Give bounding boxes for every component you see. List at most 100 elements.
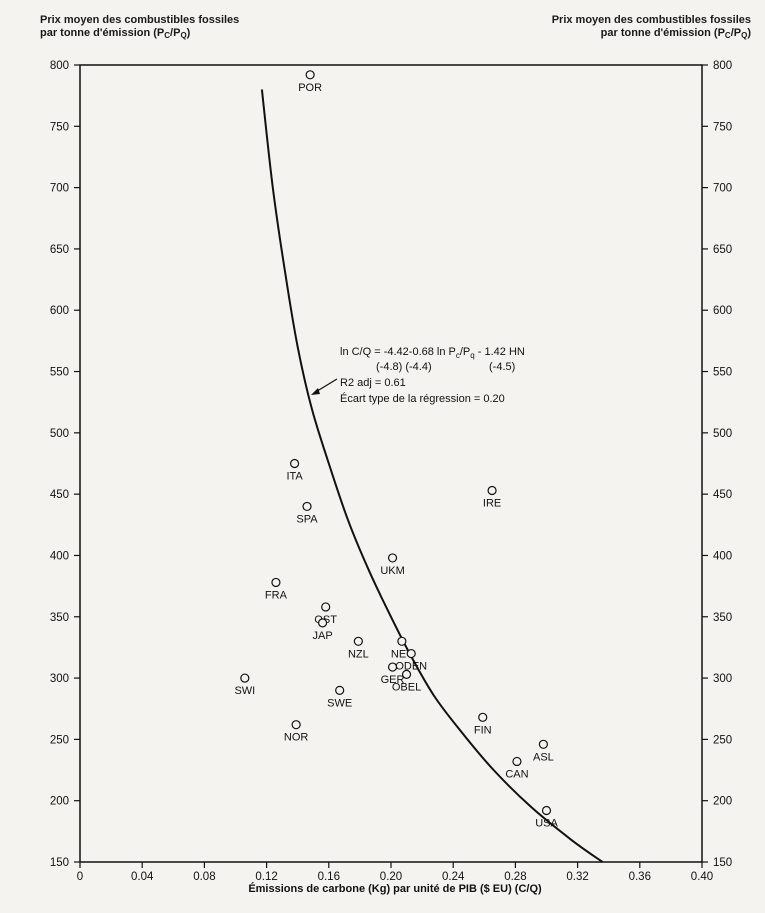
point-label: UKM bbox=[380, 565, 404, 577]
x-tick-label: 0.40 bbox=[691, 871, 713, 883]
y-tick-label-right: 150 bbox=[713, 857, 732, 869]
regression-annotation: ln C/Q = -4.42-0.68 ln Pc/Pq - 1.42 HN (… bbox=[311, 346, 525, 405]
y-tick-label-right: 600 bbox=[713, 305, 732, 317]
x-tick-label: 0.36 bbox=[629, 871, 651, 883]
point-marker bbox=[387, 662, 398, 672]
y-tick-label-right: 300 bbox=[713, 673, 732, 685]
x-tick-label: 0.08 bbox=[193, 871, 215, 883]
data-point-ger: GER bbox=[381, 662, 405, 686]
point-marker bbox=[271, 577, 281, 588]
point-marker bbox=[317, 618, 328, 628]
y-tick-label-left: 700 bbox=[50, 183, 69, 195]
y-tick-label-right: 700 bbox=[713, 183, 732, 195]
annotation-line1: ln C/Q = -4.42-0.68 ln Pc/Pq - 1.42 HN bbox=[340, 346, 525, 360]
data-point-asl: ASL bbox=[533, 739, 554, 763]
point-marker bbox=[397, 636, 407, 646]
y-tick-label-left: 600 bbox=[50, 305, 69, 317]
y-tick-label-left: 800 bbox=[50, 60, 69, 72]
data-point-obel: OBEL bbox=[392, 669, 421, 693]
y-tick-label-right: 800 bbox=[713, 60, 732, 72]
data-point-can: CAN bbox=[505, 756, 529, 780]
point-label: IRE bbox=[483, 497, 501, 509]
y-tick-label-left: 200 bbox=[50, 796, 69, 808]
y-tick-label-left: 350 bbox=[50, 612, 69, 624]
x-axis-label: Émissions de carbone (Kg) par unité de P… bbox=[248, 882, 542, 895]
y-axis-label-left-line2: par tonne d'émission (PC/PQ) bbox=[40, 27, 191, 40]
point-marker bbox=[291, 720, 301, 730]
point-marker bbox=[538, 739, 548, 749]
x-tick-label: 0.04 bbox=[131, 871, 154, 883]
y-tick-label-left: 150 bbox=[50, 857, 69, 869]
x-tick-label: 0.24 bbox=[442, 871, 465, 883]
y-axis-label-left: Prix moyen des combustibles fossiles par… bbox=[40, 14, 239, 42]
point-label: USA bbox=[535, 818, 558, 830]
data-point-nor: NOR bbox=[284, 720, 308, 744]
point-label: CAN bbox=[505, 768, 528, 780]
y-tick-label-right: 550 bbox=[713, 367, 732, 379]
annotation-line2-right: (-4.5) bbox=[489, 361, 515, 373]
data-point-por: POR bbox=[298, 70, 322, 94]
x-tick-label: 0.16 bbox=[318, 871, 340, 883]
y-tick-label-left: 400 bbox=[50, 550, 69, 562]
y-tick-label-right: 250 bbox=[713, 734, 732, 746]
point-marker bbox=[512, 756, 522, 767]
data-point-fra: FRA bbox=[265, 577, 288, 601]
point-marker bbox=[305, 70, 315, 80]
y-tick-label-left: 750 bbox=[50, 121, 69, 133]
annotation-line3: R2 adj = 0.61 bbox=[340, 377, 406, 389]
point-label: ASL bbox=[533, 751, 554, 763]
point-marker bbox=[487, 485, 497, 496]
y-tick-label-left: 500 bbox=[50, 428, 69, 440]
y-tick-label-right: 400 bbox=[713, 550, 732, 562]
data-point-swe: SWE bbox=[327, 685, 352, 709]
x-tick-label: 0 bbox=[77, 871, 83, 883]
point-marker bbox=[302, 501, 312, 512]
point-marker bbox=[387, 553, 398, 563]
data-point-fin: FIN bbox=[474, 712, 492, 736]
y-tick-label-right: 500 bbox=[713, 428, 732, 440]
y-axis-label-right-line2: par tonne d'émission (PC/PQ) bbox=[600, 27, 751, 40]
annotation-line2: (-4.8) (-4.4) bbox=[376, 361, 432, 373]
point-label: NZL bbox=[348, 648, 369, 660]
data-point-ita: ITA bbox=[286, 458, 303, 483]
y-tick-label-left: 300 bbox=[50, 673, 69, 685]
point-label: ITA bbox=[286, 471, 303, 483]
y-axis-label-left-line1: Prix moyen des combustibles fossiles bbox=[40, 14, 240, 26]
point-label: POR bbox=[298, 82, 322, 94]
annotation-arrowhead bbox=[311, 388, 320, 395]
point-label: GER bbox=[381, 674, 405, 686]
data-point-ukm: UKM bbox=[380, 553, 405, 577]
point-marker bbox=[240, 673, 250, 683]
data-point-usa: USA bbox=[535, 805, 558, 830]
regression-curve bbox=[260, 89, 604, 863]
point-label: ODEN bbox=[395, 661, 427, 673]
point-marker bbox=[541, 805, 552, 816]
y-tick-label-right: 450 bbox=[713, 489, 732, 501]
y-axis-label-right-line1: Prix moyen des combustibles fossiles bbox=[551, 14, 751, 26]
point-label: FRA bbox=[265, 589, 288, 601]
data-point-oden: ODEN bbox=[395, 648, 427, 673]
x-tick-label: 0.20 bbox=[380, 871, 402, 883]
y-axis-right: 150 200 250 300 350 400 450 500 550 600 650 700 750 8… bbox=[702, 60, 732, 869]
y-tick-label-right: 350 bbox=[713, 612, 732, 624]
point-marker bbox=[335, 685, 345, 695]
y-tick-label-right: 750 bbox=[713, 121, 732, 133]
point-marker bbox=[406, 648, 416, 659]
point-label: SWI bbox=[234, 685, 255, 697]
point-label: SWE bbox=[327, 697, 352, 709]
point-marker bbox=[478, 712, 488, 722]
point-marker bbox=[289, 458, 300, 469]
data-point-jap: JAP bbox=[312, 618, 333, 642]
x-tick-label: 0.28 bbox=[504, 871, 526, 883]
y-tick-label-left: 450 bbox=[50, 489, 69, 501]
data-point-ire: IRE bbox=[483, 485, 501, 509]
y-tick-label-left: 550 bbox=[50, 367, 69, 379]
data-point-spa: SPA bbox=[296, 501, 318, 525]
point-marker bbox=[321, 602, 331, 612]
data-point-nzl: NZL bbox=[348, 636, 369, 660]
y-tick-label-left: 650 bbox=[50, 244, 69, 256]
point-marker bbox=[353, 636, 363, 646]
annotation-line4: Écart type de la régression = 0.20 bbox=[340, 392, 505, 405]
data-points: PORITASPAFRAOSTJAPNZLSWISWENORUKMNETODEN… bbox=[234, 70, 558, 830]
